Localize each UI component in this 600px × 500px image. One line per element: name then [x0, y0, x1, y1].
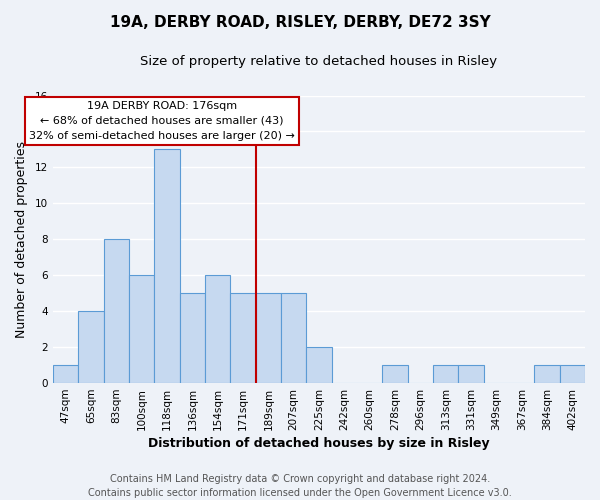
- Bar: [382, 365, 407, 383]
- Text: Contains HM Land Registry data © Crown copyright and database right 2024.
Contai: Contains HM Land Registry data © Crown c…: [88, 474, 512, 498]
- Y-axis label: Number of detached properties: Number of detached properties: [15, 141, 28, 338]
- Bar: [535, 365, 560, 383]
- Bar: [205, 276, 230, 383]
- Bar: [281, 293, 307, 383]
- Text: 19A DERBY ROAD: 176sqm
← 68% of detached houses are smaller (43)
32% of semi-det: 19A DERBY ROAD: 176sqm ← 68% of detached…: [29, 101, 295, 140]
- Bar: [433, 365, 458, 383]
- Bar: [458, 365, 484, 383]
- Title: Size of property relative to detached houses in Risley: Size of property relative to detached ho…: [140, 55, 497, 68]
- Bar: [104, 240, 129, 383]
- Bar: [53, 365, 79, 383]
- X-axis label: Distribution of detached houses by size in Risley: Distribution of detached houses by size …: [148, 437, 490, 450]
- Bar: [79, 311, 104, 383]
- Bar: [256, 293, 281, 383]
- Text: 19A, DERBY ROAD, RISLEY, DERBY, DE72 3SY: 19A, DERBY ROAD, RISLEY, DERBY, DE72 3SY: [110, 15, 490, 30]
- Bar: [154, 150, 180, 383]
- Bar: [180, 293, 205, 383]
- Bar: [307, 347, 332, 383]
- Bar: [230, 293, 256, 383]
- Bar: [129, 276, 154, 383]
- Bar: [560, 365, 585, 383]
